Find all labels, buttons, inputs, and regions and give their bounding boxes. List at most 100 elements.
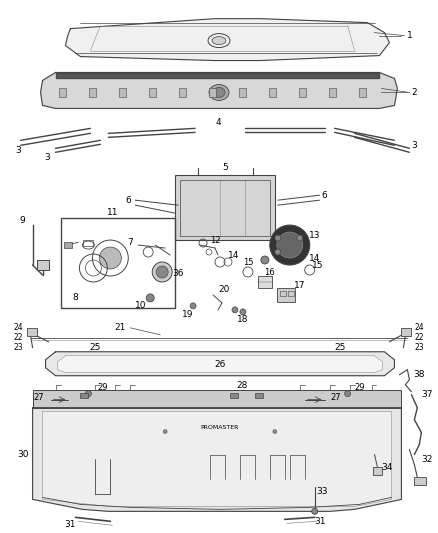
Text: 13: 13 <box>309 231 321 239</box>
Polygon shape <box>66 19 389 61</box>
Bar <box>359 88 366 98</box>
Bar <box>59 88 66 98</box>
Text: 20: 20 <box>218 286 230 294</box>
Circle shape <box>261 256 269 264</box>
Text: 6: 6 <box>322 191 328 200</box>
Circle shape <box>345 391 350 397</box>
Bar <box>180 180 270 236</box>
Circle shape <box>312 508 318 514</box>
Circle shape <box>190 303 196 309</box>
Text: 9: 9 <box>20 216 25 224</box>
Polygon shape <box>46 352 395 376</box>
Text: 16: 16 <box>265 269 275 278</box>
Bar <box>149 88 156 98</box>
Text: 32: 32 <box>422 455 433 464</box>
Text: 37: 37 <box>422 390 433 399</box>
Text: 29: 29 <box>97 383 108 392</box>
Ellipse shape <box>163 430 167 433</box>
Ellipse shape <box>213 87 225 98</box>
Text: 27: 27 <box>330 393 341 402</box>
Text: 2: 2 <box>412 88 417 97</box>
Text: 27: 27 <box>33 393 44 402</box>
Text: 3: 3 <box>16 146 21 155</box>
Text: 7: 7 <box>127 238 133 247</box>
Bar <box>60 218 175 308</box>
Text: 21: 21 <box>115 324 126 333</box>
Circle shape <box>275 235 281 241</box>
Bar <box>64 242 72 248</box>
Circle shape <box>99 247 121 269</box>
Text: 1: 1 <box>406 31 412 40</box>
Circle shape <box>270 225 310 265</box>
Text: 14: 14 <box>309 254 320 263</box>
Bar <box>175 175 275 240</box>
Circle shape <box>232 307 238 313</box>
Text: 19: 19 <box>182 310 194 319</box>
Text: 22: 22 <box>415 333 424 342</box>
Text: 38: 38 <box>413 370 425 379</box>
Bar <box>209 88 216 98</box>
Bar <box>280 291 286 296</box>
Text: 30: 30 <box>17 450 28 459</box>
Text: 33: 33 <box>316 487 328 496</box>
Bar <box>239 88 246 98</box>
Ellipse shape <box>273 430 277 433</box>
Text: 31: 31 <box>65 520 76 529</box>
Circle shape <box>240 309 246 315</box>
Bar <box>37 260 49 270</box>
Bar <box>372 467 382 475</box>
Text: 29: 29 <box>354 383 365 392</box>
Circle shape <box>297 235 303 241</box>
Text: 36: 36 <box>173 270 184 278</box>
Text: 14: 14 <box>228 251 240 260</box>
Polygon shape <box>32 408 401 511</box>
Text: 17: 17 <box>294 281 305 290</box>
Text: PROMASTER: PROMASTER <box>201 425 239 430</box>
Circle shape <box>152 262 172 282</box>
Polygon shape <box>41 72 397 108</box>
Bar <box>119 88 126 98</box>
Circle shape <box>85 391 92 397</box>
Text: 31: 31 <box>314 517 325 526</box>
Text: 28: 28 <box>236 381 247 390</box>
Bar <box>414 478 426 486</box>
Bar <box>277 288 295 302</box>
Text: 3: 3 <box>45 153 50 162</box>
Text: 8: 8 <box>73 294 78 302</box>
Text: 23: 23 <box>414 343 424 352</box>
Text: 24: 24 <box>14 324 24 333</box>
Text: 3: 3 <box>412 141 417 150</box>
Bar <box>299 88 306 98</box>
Polygon shape <box>56 72 379 78</box>
Text: 15: 15 <box>243 257 253 266</box>
Polygon shape <box>42 411 392 506</box>
Bar <box>258 276 272 288</box>
Text: 34: 34 <box>382 463 393 472</box>
Bar <box>401 328 411 336</box>
Bar <box>81 393 88 398</box>
Text: 4: 4 <box>215 118 221 127</box>
Circle shape <box>275 249 281 255</box>
Text: 11: 11 <box>106 208 118 216</box>
Text: 18: 18 <box>237 316 249 325</box>
Text: 23: 23 <box>14 343 24 352</box>
Bar <box>179 88 186 98</box>
Text: 26: 26 <box>214 360 226 369</box>
Circle shape <box>156 266 168 278</box>
Circle shape <box>146 294 154 302</box>
Text: 5: 5 <box>222 163 228 172</box>
Bar <box>329 88 336 98</box>
Ellipse shape <box>209 84 229 100</box>
Text: 22: 22 <box>14 333 23 342</box>
Ellipse shape <box>212 37 226 45</box>
Polygon shape <box>57 356 382 373</box>
Bar <box>83 240 93 246</box>
Circle shape <box>277 232 303 258</box>
Text: 25: 25 <box>90 343 101 352</box>
Text: 10: 10 <box>134 301 146 310</box>
Bar <box>32 390 401 408</box>
Text: 24: 24 <box>414 324 424 333</box>
Text: 6: 6 <box>125 196 131 205</box>
Text: 25: 25 <box>334 343 345 352</box>
Text: 12: 12 <box>210 236 220 245</box>
